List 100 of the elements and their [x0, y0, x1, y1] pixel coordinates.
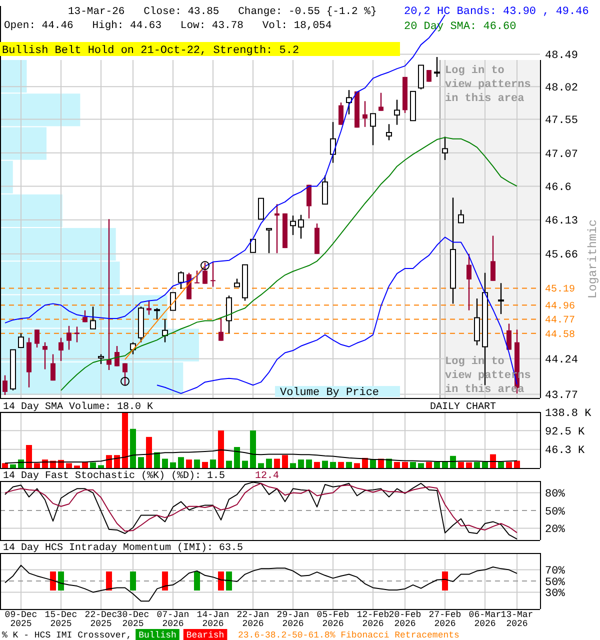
bar — [458, 462, 464, 468]
candlestick — [394, 99, 400, 126]
candlestick — [170, 292, 176, 311]
bar — [138, 457, 144, 468]
candlestick — [418, 64, 424, 90]
annotation: Bullish Belt Hold on 21-Oct-22, Strength: 5.2 — [2, 45, 300, 57]
candlestick — [146, 300, 152, 316]
candlestick — [434, 56, 440, 78]
y-tick-label: 47.55 — [545, 115, 578, 128]
chart-title: 13-Mar-26 Close: 43.85 Change: -0.55 {-1.2 %} — [68, 6, 377, 18]
bar — [474, 462, 480, 468]
bar — [426, 462, 432, 468]
candlestick — [202, 262, 208, 284]
ref-line-label: 45.19 — [545, 284, 576, 296]
bar — [114, 455, 120, 468]
bar — [418, 463, 424, 468]
y-tick-label: 138.8 K — [545, 408, 592, 420]
candlestick — [266, 228, 272, 254]
bar — [450, 456, 456, 468]
bar — [514, 460, 520, 468]
x-tick-label: 20-Feb 2026 — [388, 610, 422, 629]
ref-line-label: 44.96 — [545, 302, 576, 313]
bar — [322, 460, 328, 468]
line-series — [4, 564, 518, 602]
candlestick — [322, 174, 328, 205]
bar — [202, 462, 208, 468]
candlestick — [106, 218, 112, 371]
candlestick — [122, 362, 128, 386]
bar — [314, 462, 320, 468]
bar — [178, 457, 184, 468]
candlestick — [18, 332, 24, 348]
x-tick-label: 30-Dec 2025 — [116, 610, 150, 629]
bar — [130, 428, 136, 468]
candlestick — [306, 184, 312, 220]
bar — [106, 455, 112, 468]
x-tick-label: 09-Dec 2025 — [4, 610, 38, 629]
bar — [490, 454, 496, 468]
bar — [506, 462, 512, 468]
bar — [498, 462, 504, 468]
chart-title: 14 Day Fast Stochastic (%K) (%D): 1.5 — [3, 470, 226, 482]
bar — [354, 463, 360, 468]
bar — [394, 462, 400, 468]
y-tick-label: 48.49 — [545, 50, 578, 62]
candlestick — [330, 121, 336, 164]
candlestick — [98, 354, 104, 365]
y-tick-label: 43.77 — [545, 390, 578, 402]
candlestick — [378, 92, 384, 112]
bar — [290, 463, 296, 468]
x-tick-label: 27-Feb 2026 — [428, 610, 462, 629]
x-tick-label: 13-Mar 2026 — [500, 610, 534, 629]
x-tick-label: 07-Jan 2026 — [156, 610, 190, 629]
candlestick — [466, 253, 472, 311]
bar — [258, 463, 264, 468]
x-tick-label: 06-Mar 2026 — [468, 610, 502, 629]
annotation: DAILY CHART — [430, 402, 496, 413]
text: Bearish — [186, 630, 224, 640]
annotation: Volume By Price — [280, 387, 380, 399]
ref-line-label: 50% — [545, 576, 566, 589]
bar — [154, 452, 160, 468]
y-tick-label: 48.02 — [545, 82, 578, 94]
bar — [298, 460, 304, 468]
candlestick — [194, 270, 200, 284]
y-axis-title: Logarithmic — [586, 219, 600, 299]
bar — [98, 465, 104, 468]
y-tick-label: 92.5 K — [545, 426, 586, 439]
y-tick-label: 30% — [545, 588, 566, 600]
candlestick — [250, 238, 256, 253]
bar — [402, 462, 408, 468]
x-tick-label: 05-Feb 2026 — [316, 610, 350, 629]
bar — [146, 436, 152, 468]
candlestick — [386, 124, 392, 141]
candlestick — [442, 136, 448, 161]
candlestick — [458, 209, 464, 224]
bar — [226, 460, 232, 468]
bar — [90, 462, 96, 468]
text: 23.6-38.2-50-61.8% Fibonacci Retracements — [238, 630, 460, 640]
bar — [482, 462, 488, 468]
bar — [162, 458, 168, 468]
x-tick-label: 29-Jan 2026 — [276, 610, 310, 629]
bar — [410, 462, 416, 468]
candlestick — [274, 203, 280, 254]
bar — [34, 463, 40, 468]
y-tick-label: 70% — [545, 566, 566, 578]
candlestick — [34, 329, 40, 348]
bar — [338, 462, 344, 468]
candlestick — [370, 113, 376, 146]
candlestick — [226, 294, 232, 334]
candlestick — [66, 325, 72, 350]
bar — [266, 458, 272, 468]
bar — [234, 447, 240, 468]
bar — [330, 462, 336, 468]
text: Bullish — [138, 630, 176, 640]
text: 20,2 HC Bands: 43.90 , 49.46 — [404, 6, 589, 18]
bar — [10, 464, 16, 468]
x-tick-label: 12-Feb 2026 — [356, 610, 390, 629]
x-tick-label: 22-Jan 2026 — [236, 610, 270, 629]
y-tick-label: 44.24 — [545, 354, 578, 367]
bar — [186, 460, 192, 468]
candlestick — [474, 298, 480, 346]
candlestick — [114, 345, 120, 367]
